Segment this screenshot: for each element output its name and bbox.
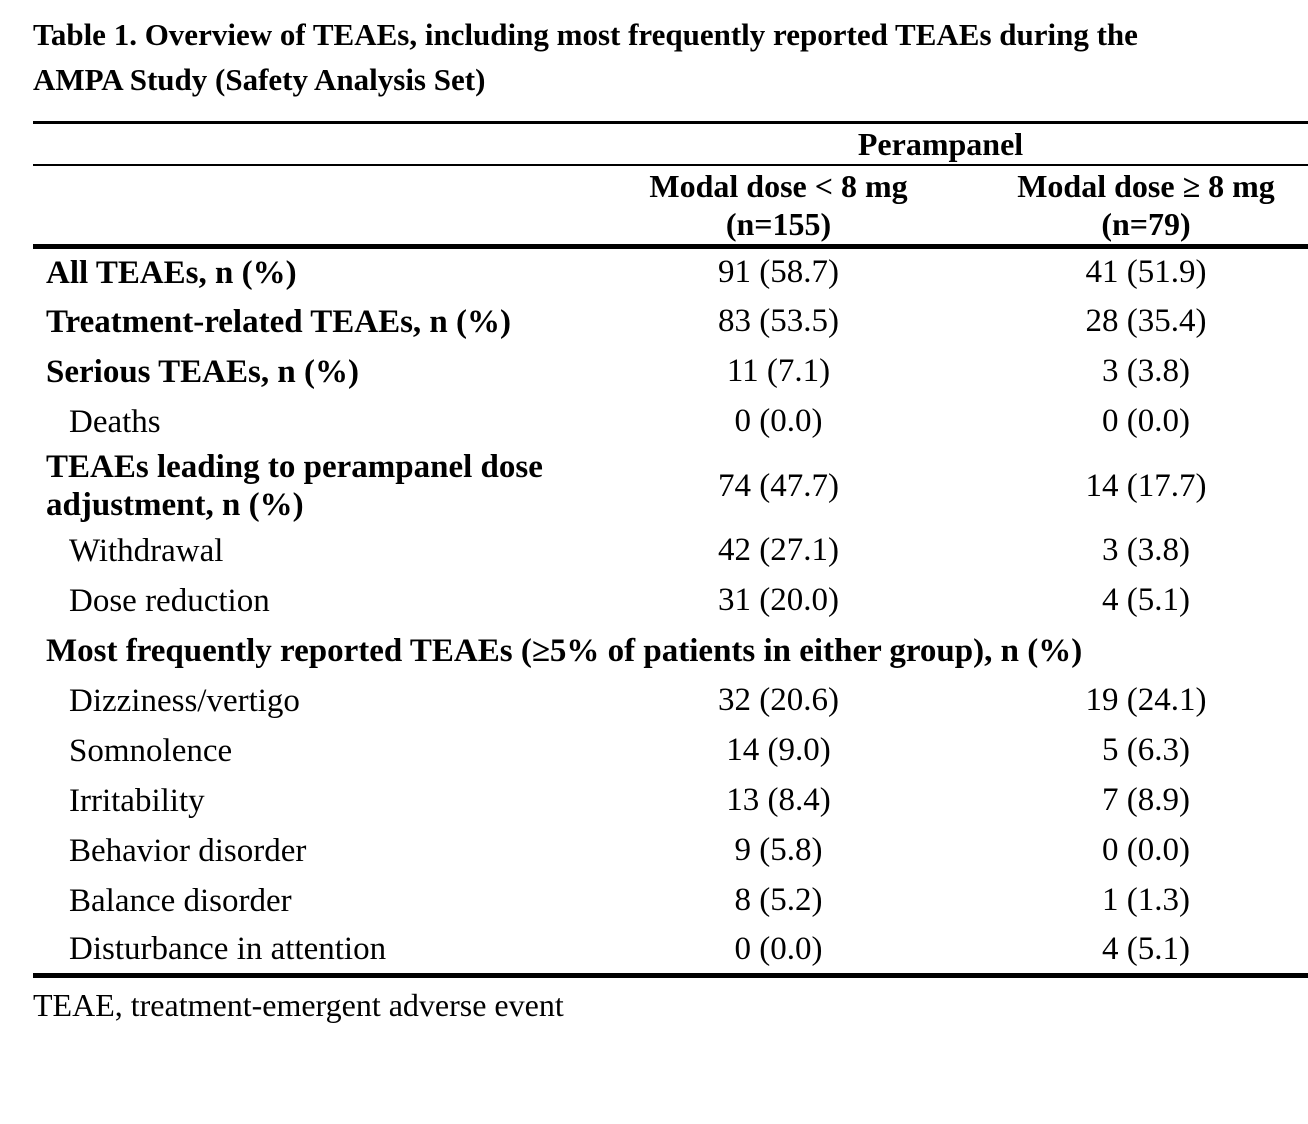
- cell-value: 0 (0.0): [734, 930, 823, 967]
- column-header-line1: Modal dose ≥ 8 mg: [1017, 168, 1275, 204]
- table-row: Balance disorder 8 (5.2) 1 (1.3): [33, 876, 1308, 926]
- cell-value: 0 (0.0): [734, 403, 823, 439]
- cell-value: 5 (6.3): [1102, 732, 1190, 768]
- cell-value: 0 (0.0): [1102, 403, 1190, 439]
- row-label: TEAEs leading to perampanel dose adjustm…: [46, 449, 543, 523]
- table-row: Dizziness/vertigo 32 (20.6) 19 (24.1): [33, 676, 1308, 726]
- table-title: Table 1. Overview of TEAEs, including mo…: [33, 12, 1308, 102]
- row-label: Disturbance in attention: [69, 931, 387, 968]
- table-row: Somnolence 14 (9.0) 5 (6.3): [33, 726, 1308, 776]
- column-header-row: Modal dose < 8 mg (n=155) Modal dose ≥ 8…: [33, 165, 1308, 249]
- cell-value: 4 (5.1): [1102, 582, 1190, 618]
- cell-value: 3 (3.8): [1102, 532, 1190, 568]
- row-label: Withdrawal: [69, 532, 224, 569]
- group-header-spacer: [33, 122, 573, 166]
- section-header-row: Most frequently reported TEAEs (≥5% of p…: [33, 626, 1308, 676]
- cell-value: 32 (20.6): [718, 682, 839, 718]
- cell-value: 14 (17.7): [1085, 467, 1207, 504]
- table-body: All TEAEs, n (%) 91 (58.7) 41 (51.9) Treatm…: [33, 247, 1308, 976]
- cell-value: 41 (51.9): [1085, 254, 1207, 291]
- cell-value: 91 (58.7): [718, 254, 839, 291]
- cell-value: 8 (5.2): [734, 882, 823, 918]
- cell-value: 9 (5.8): [734, 832, 823, 868]
- row-label: Dose reduction: [69, 582, 270, 619]
- row-label: Irritability: [69, 782, 205, 819]
- group-header-perampanel: Perampanel: [573, 122, 1308, 166]
- cell-value: 42 (27.1): [718, 532, 839, 568]
- column-header-modal-dose-ge8: Modal dose ≥ 8 mg (n=79): [984, 165, 1308, 249]
- table-row: Behavior disorder 9 (5.8) 0 (0.0): [33, 826, 1308, 876]
- cell-value: 11 (7.1): [726, 353, 831, 389]
- cell-value: 74 (47.7): [718, 467, 839, 504]
- cell-value: 1 (1.3): [1102, 882, 1190, 918]
- cell-value: 14 (9.0): [726, 732, 831, 768]
- row-label: All TEAEs, n (%): [46, 254, 297, 291]
- column-header-line2: (n=155): [725, 206, 832, 242]
- section-header-label: Most frequently reported TEAEs (≥5% of p…: [46, 632, 1083, 669]
- row-label: Deaths: [69, 403, 161, 440]
- cell-value: 83 (53.5): [718, 303, 839, 339]
- table-row: Treatment-related TEAEs, n (%) 83 (53.5) 2…: [33, 297, 1308, 347]
- teae-table: Perampanel Modal dose < 8 mg (n=155) Mod…: [33, 121, 1308, 978]
- row-label: Serious TEAEs, n (%): [46, 353, 359, 390]
- table-title-line1: Table 1. Overview of TEAEs, including mo…: [33, 17, 1138, 52]
- row-label: Behavior disorder: [69, 832, 307, 869]
- table-row: Serious TEAEs, n (%) 11 (7.1) 3 (3.8): [33, 347, 1308, 397]
- row-label: Balance disorder: [69, 882, 292, 919]
- table-row: TEAEs leading to perampanel dose adjustm…: [33, 447, 1308, 526]
- table-row: Deaths 0 (0.0) 0 (0.0): [33, 397, 1308, 447]
- column-header-line1: Modal dose < 8 mg: [649, 168, 908, 204]
- table-row: Withdrawal 42 (27.1) 3 (3.8): [33, 526, 1308, 576]
- cell-value: 31 (20.0): [718, 582, 839, 618]
- table-title-line2: AMPA Study (Safety Analysis Set): [33, 62, 486, 97]
- column-header-line2: (n=79): [1101, 206, 1191, 242]
- table-row: Disturbance in attention 0 (0.0) 4 (5.1): [33, 926, 1308, 976]
- table-footnote: TEAE, treatment-emergent adverse event: [33, 987, 564, 1023]
- cell-value: 28 (35.4): [1085, 303, 1207, 339]
- row-label: Somnolence: [69, 732, 233, 769]
- table-row: Irritability 13 (8.4) 7 (8.9): [33, 776, 1308, 826]
- column-header-modal-dose-lt8: Modal dose < 8 mg (n=155): [573, 165, 984, 249]
- column-header-spacer: [33, 165, 573, 249]
- row-label: Dizziness/vertigo: [69, 682, 300, 719]
- group-header-row: Perampanel: [33, 122, 1308, 166]
- table-row: All TEAEs, n (%) 91 (58.7) 41 (51.9): [33, 247, 1308, 297]
- cell-value: 13 (8.4): [726, 782, 831, 818]
- cell-value: 4 (5.1): [1102, 930, 1190, 967]
- cell-value: 0 (0.0): [1102, 832, 1190, 868]
- row-label: Treatment-related TEAEs, n (%): [46, 303, 512, 340]
- cell-value: 19 (24.1): [1085, 682, 1207, 718]
- cell-value: 7 (8.9): [1102, 782, 1190, 818]
- table-row: Dose reduction 31 (20.0) 4 (5.1): [33, 576, 1308, 626]
- cell-value: 3 (3.8): [1102, 353, 1190, 389]
